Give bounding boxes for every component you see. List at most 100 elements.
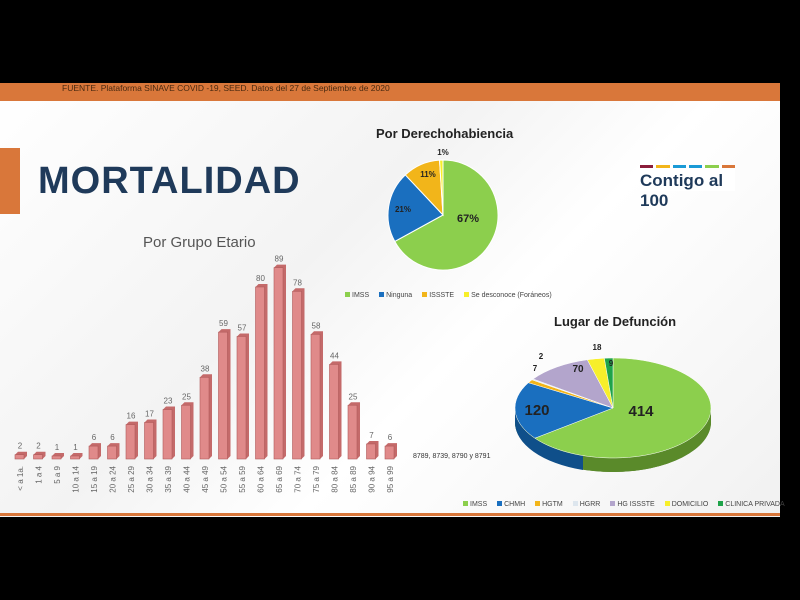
pie2-label: 70 (572, 364, 584, 375)
legend-swatch (463, 501, 468, 506)
logo: Contigo al 100 (640, 165, 735, 210)
bar-value-label: 57 (238, 323, 247, 332)
legend-label: CLINICA PRIVADA (725, 501, 785, 508)
bar-value-label: 38 (201, 364, 210, 373)
pie1-label: 1% (437, 148, 449, 157)
category-label: 90 a 94 (368, 465, 377, 492)
legend-item: Ninguna (379, 292, 412, 299)
bar (181, 404, 191, 460)
category-label: 50 a 54 (220, 465, 229, 492)
category-label: 65 a 69 (275, 465, 284, 492)
bar-value-label: 25 (182, 392, 191, 401)
category-label: 55 a 59 (238, 465, 247, 492)
legend-item: HGRR (572, 501, 601, 508)
legend-swatch (664, 501, 670, 506)
category-label: 60 a 64 (257, 465, 266, 492)
pie2-label: 18 (593, 343, 602, 352)
legend-swatch (535, 501, 541, 506)
pie2-slice (532, 359, 614, 409)
category-label: 45 a 49 (201, 465, 210, 492)
category-label: 85 a 89 (349, 465, 358, 492)
legend-swatch (464, 292, 470, 297)
bar (384, 445, 395, 460)
bar (88, 445, 99, 460)
category-label: 1 a 4 (35, 465, 44, 483)
bar-value-label: 78 (293, 278, 302, 287)
legend-swatch (379, 292, 385, 297)
pie2-title: Lugar de Defunción (554, 314, 677, 329)
logo-text: Contigo al 100 (640, 171, 724, 210)
bar (199, 376, 210, 460)
legend-item: DOMICILIO (664, 501, 709, 508)
legend-label: Se desconoce (Foráneos) (471, 292, 552, 299)
category-label: 25 a 29 (127, 465, 136, 492)
left-accent (0, 148, 20, 214)
bar (14, 454, 25, 460)
pie2-label: 7 (533, 364, 538, 373)
category-label: < a 1a. (16, 466, 25, 491)
pie2-label: 120 (524, 402, 549, 419)
source-text: FUENTE. Plataforma SINAVE COVID -19, SEE… (62, 83, 390, 93)
bar-value-label: 1 (73, 443, 78, 452)
pie2-slice (604, 357, 614, 409)
category-label: 40 a 44 (183, 465, 192, 492)
pie1-title: Por Derechohabiencia (376, 126, 514, 141)
legend-swatch (497, 501, 503, 506)
bar (273, 267, 284, 460)
pie2-slice (534, 357, 712, 459)
bar-value-label: 44 (330, 351, 339, 360)
legend-swatch (610, 501, 616, 506)
bar-value-label: 2 (36, 442, 41, 451)
bar (107, 445, 117, 460)
bar-value-label: 89 (275, 255, 284, 264)
bar (347, 404, 358, 460)
bar (218, 331, 228, 460)
legend-label: CHMH (504, 501, 526, 508)
pie1-label: 21% (395, 205, 411, 214)
bar (329, 364, 339, 460)
bar-value-label: 59 (219, 319, 228, 328)
pie2-legend: IMSS CHMH HGTM HGRR HG ISSSTE DOMICILIO CLINIC… (463, 501, 785, 508)
bar-value-label: 17 (145, 409, 154, 418)
bar (310, 333, 321, 460)
pie1-slice (394, 159, 499, 271)
legend-item: CHMH (497, 501, 525, 508)
bar (366, 443, 376, 460)
legend-swatch (422, 292, 428, 297)
category-label: 5 a 9 (53, 465, 62, 483)
legend-swatch (345, 292, 350, 297)
pie1-label: 11% (420, 170, 436, 179)
pie2-label: 9 (609, 359, 614, 368)
legend-item: IMSS (463, 501, 487, 508)
bar (255, 286, 265, 460)
pie2-slice (514, 382, 614, 439)
category-label: 15 a 19 (90, 465, 99, 492)
source-band: FUENTE. Plataforma SINAVE COVID -19, SEE… (0, 83, 780, 101)
pie1-slice (387, 174, 444, 243)
bar-value-label: 58 (312, 321, 321, 330)
bar (125, 424, 136, 460)
legend-label: HGRR (579, 501, 601, 508)
category-label: 95 a 99 (386, 465, 395, 492)
bar-value-label: 6 (388, 433, 393, 442)
legend-swatch (572, 501, 578, 506)
category-label: 35 a 39 (164, 465, 173, 492)
legend-label: IMSS (470, 501, 488, 508)
legend-item: ISSSTE (422, 292, 454, 299)
bar-value-label: 2 (18, 442, 23, 451)
legend-label: DOMICILIO (671, 501, 709, 508)
bar (144, 422, 154, 460)
bar-value-label: 7 (369, 431, 374, 440)
page-title: MORTALIDAD (38, 160, 301, 202)
note-text: 8789, 8739, 8790 y 8791 (413, 453, 491, 460)
legend-item: HGTM (535, 501, 563, 508)
category-label: 30 a 34 (146, 465, 155, 492)
bar-value-label: 80 (256, 274, 265, 283)
pie1-slice (439, 159, 444, 216)
category-label: 75 a 79 (312, 465, 321, 492)
legend-label: Ninguna (386, 292, 413, 299)
legend-item: CLINICA PRIVADA (718, 501, 785, 508)
bar-value-label: 1 (55, 443, 60, 452)
legend-item: IMSS (345, 292, 369, 299)
category-label: 10 a 14 (72, 465, 81, 492)
